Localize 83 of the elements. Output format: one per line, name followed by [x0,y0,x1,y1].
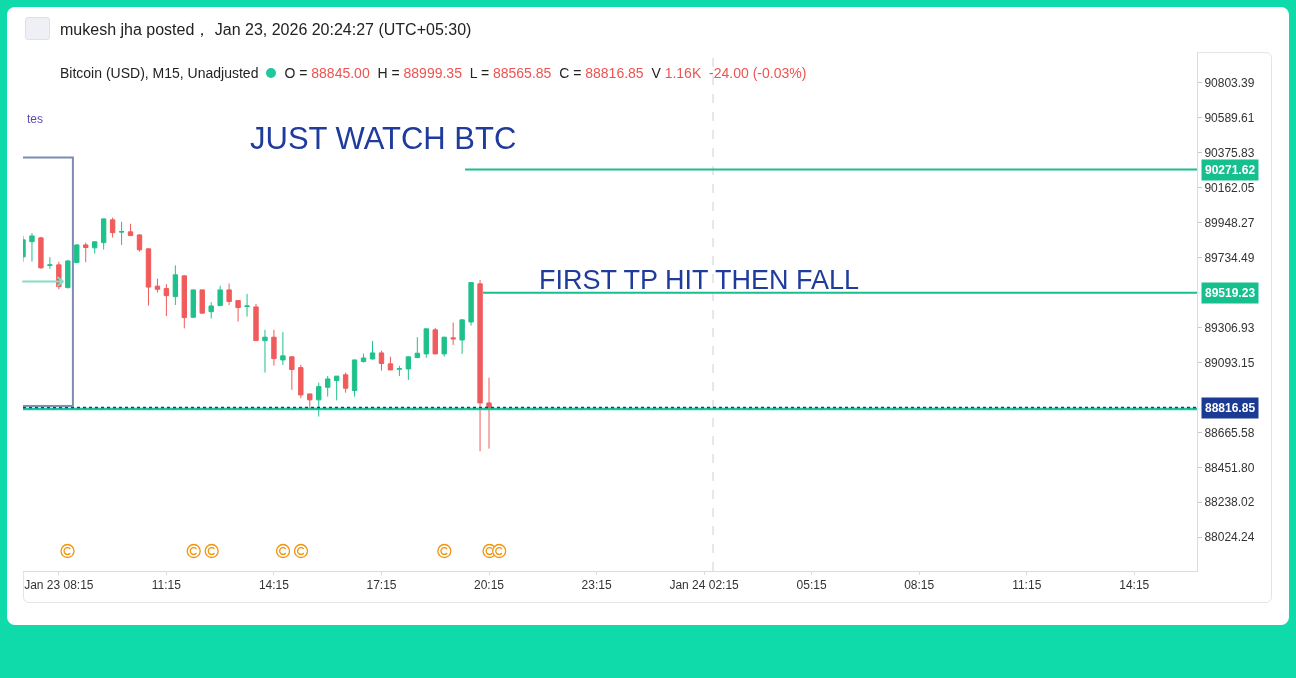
y-tick-label: 89093.15 [1204,355,1255,370]
annotation: tes [27,112,44,126]
x-tick-label: 05:15 [796,578,827,593]
y-tick-label: 88238.02 [1204,495,1255,510]
x-tick-label: 20:15 [474,578,505,593]
y-tick-label: 88665.58 [1204,425,1255,440]
candlestick [423,328,429,359]
candlestick [127,223,134,237]
candlestick [29,232,35,263]
candlestick [468,281,474,327]
candlestick [83,242,89,263]
candlestick [441,336,447,358]
candlestick [136,233,143,253]
candlestick [396,365,403,377]
candlestick [307,392,313,411]
candlestick [351,359,358,398]
x-tick-label: 11:15 [1012,578,1042,593]
candlestick [92,240,98,255]
y-tick-label: 89948.27 [1204,215,1255,230]
candlestick [100,218,107,250]
candlestick [432,327,438,355]
y-tick-label: 90803.39 [1204,75,1255,90]
y-tick-label: 89734.49 [1204,250,1255,265]
y-tick-label: 90589.61 [1204,110,1255,125]
candlestick [486,377,492,450]
candlestick [226,283,232,306]
candlestick [118,221,125,246]
x-tick-label: Jan 24 02:15 [669,578,740,593]
candlestick [244,293,250,318]
ref-line-label: 88816.85 [1205,401,1256,415]
candlestick [459,319,465,355]
candlestick [477,279,483,452]
candlestick [405,356,412,381]
candlestick [47,256,53,270]
candlestick [145,247,152,307]
candlestick [235,299,241,323]
y-tick-label: 88024.24 [1204,530,1255,545]
text: Bitcoin (USD), M15, Unadjusted [60,64,259,82]
candlestick [289,355,295,391]
y-tick-label: 88451.80 [1204,460,1255,475]
candlestick [387,356,394,371]
y-tick-label: 89306.93 [1204,320,1255,335]
candlestick [172,264,179,306]
y-tick-label: 90375.83 [1204,145,1255,160]
candlestick [253,303,259,342]
candlestick [342,372,349,394]
candlestick [199,289,205,315]
annotation: FIRST TP HIT THEN FALL [539,265,860,295]
text: O = 88845.00 H = 88999.35 L = 88565.85 C = 88816.85 V 1.16K -24.00 (-0.03%) [284,65,807,81]
candlestick [414,336,421,359]
candlestick [217,285,223,307]
candlestick [38,236,44,270]
candlestick [208,301,214,320]
y-tick-label: 90162.05 [1204,180,1255,195]
candlestick [163,283,170,317]
x-tick-label: 23:15 [581,578,612,593]
candlestick [298,364,304,399]
candlestick [280,331,286,366]
candlestick [154,278,161,294]
candlestick [450,322,456,346]
candlestick [109,217,116,239]
candlestick [181,274,188,329]
data-label: 90271.62 [1205,163,1256,177]
candlestick [65,259,71,289]
candlestick [271,329,277,367]
candlestick [369,340,376,361]
chart-title: mukesh jha posted， Jan 23, 2026 20:24:27 (UTC+05:30) [60,20,472,40]
x-tick-label: 14:15 [1119,578,1150,593]
candlestick [325,375,331,398]
candlestick [316,382,322,418]
candlestick [360,353,367,364]
x-tick-label: 17:15 [366,578,397,593]
x-tick-label: 11:15 [151,578,182,593]
x-tick-label: Jan 23 08:15 [24,578,94,593]
candlestick [190,289,196,319]
candlestick [74,243,80,264]
data-label: 89519.23 [1205,286,1256,300]
x-tick-label: 08:15 [904,578,935,593]
candlestick [262,329,268,374]
candlestick [333,375,340,401]
annotation: JUST WATCH BTC [250,121,517,156]
candlestick [378,350,385,372]
x-tick-label: 14:15 [258,578,290,593]
